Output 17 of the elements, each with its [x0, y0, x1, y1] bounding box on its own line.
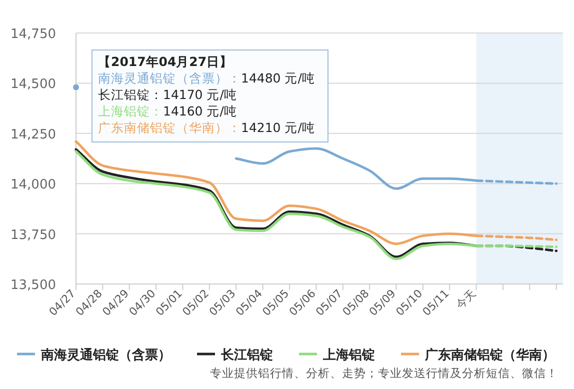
- annotation: 长江铝锭：14170 元/吨: [98, 87, 237, 102]
- legend-label: 南海灵通铝锭（含票）: [40, 347, 171, 363]
- y-tick-label: 14,250: [10, 127, 56, 142]
- legend-label: 长江铝锭: [220, 347, 273, 363]
- annotation: 南海灵通铝锭（含票）：14480 元/吨: [98, 70, 315, 86]
- y-tick-label: 14,750: [10, 27, 56, 42]
- x-tick-label: 今天: [454, 286, 478, 312]
- text: 专业提供铝行情、分析、走势；专业发送行情及分析短信、微信！: [210, 366, 558, 380]
- y-tick-label: 13,500: [10, 278, 56, 293]
- y-tick-label: 14,000: [10, 178, 56, 193]
- legend-label: 上海铝锭: [322, 347, 375, 363]
- annotation: 上海铝锭：14160 元/吨: [98, 104, 237, 118]
- legend-label: 广东南储铝锭（华南）: [424, 347, 555, 363]
- annotation: 广东南储铝锭（华南）：14210 元/吨: [98, 120, 315, 135]
- y-tick-label: 13,750: [10, 228, 56, 243]
- y-tick-label: 14,500: [10, 77, 56, 92]
- annotation: 【2017年04月27日】: [98, 54, 233, 69]
